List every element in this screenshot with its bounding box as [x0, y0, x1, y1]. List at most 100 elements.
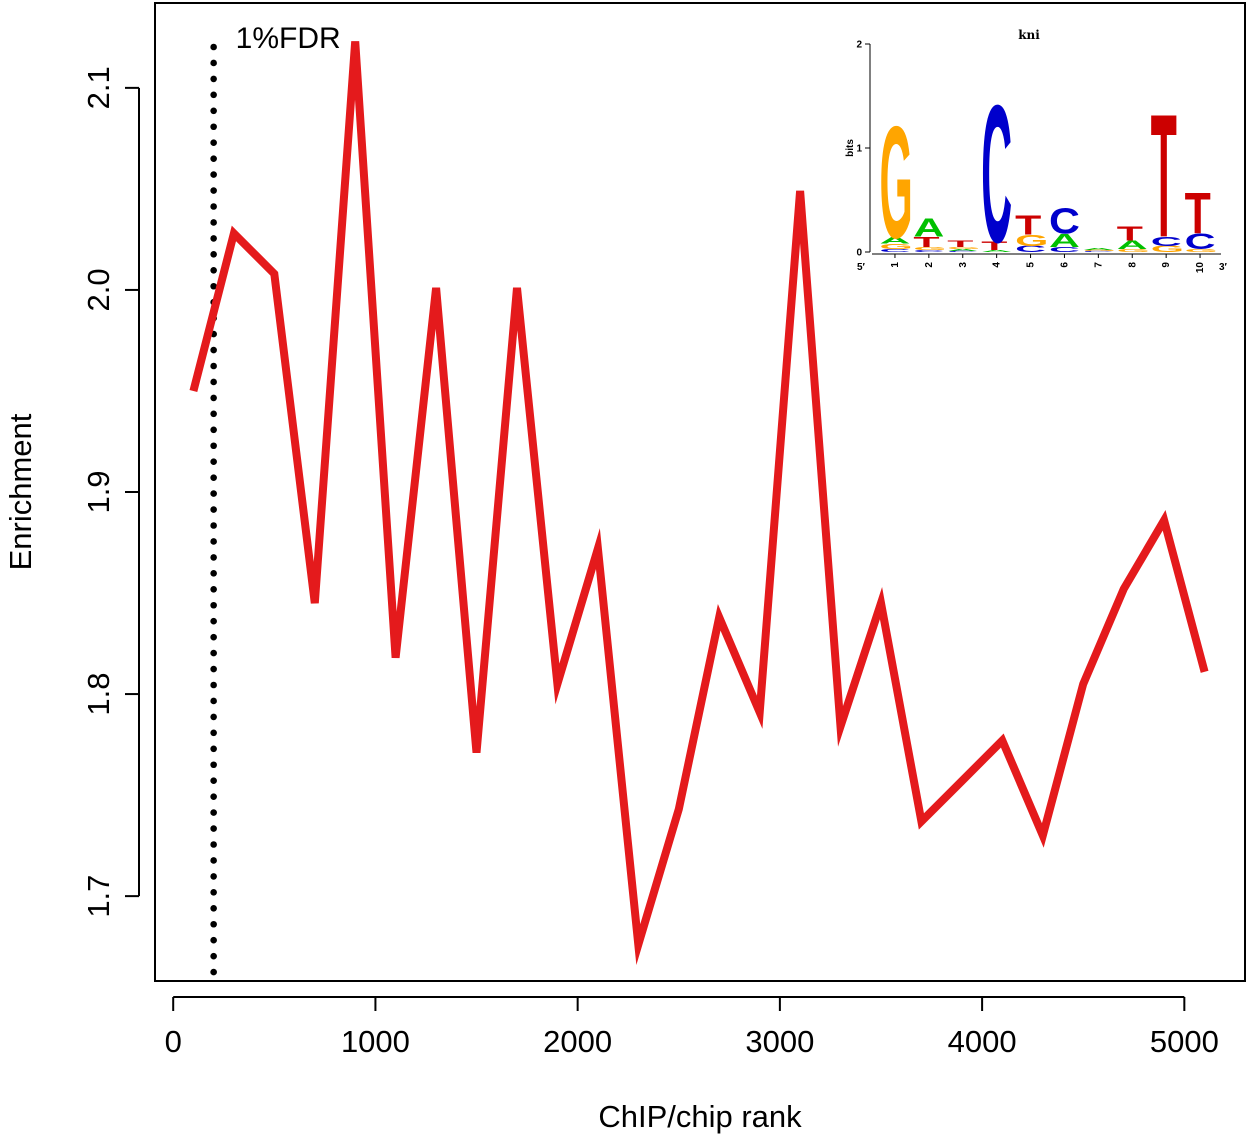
fdr-dot — [210, 793, 217, 800]
fdr-dot — [210, 107, 217, 115]
fdr-dot — [210, 506, 217, 513]
fdr-dot — [210, 952, 217, 960]
fdr-dot — [210, 203, 217, 210]
fdr-dot — [210, 777, 217, 784]
fdr-dot — [210, 920, 217, 928]
x-axis: 0 1000 2000 3000 4000 5000 — [165, 996, 1219, 1059]
logo-position-label: 3 — [958, 262, 969, 268]
fdr-dot — [210, 809, 217, 816]
fdr-dot — [210, 889, 217, 896]
logo-letter-a: A — [981, 250, 1012, 253]
logo-letter-g: G — [1117, 248, 1150, 253]
fdr-dot — [210, 362, 217, 370]
logo-letter-c: C — [1083, 251, 1114, 253]
series-group — [189, 41, 1209, 966]
fdr-dot — [210, 75, 217, 83]
fdr-dot — [210, 378, 217, 386]
fdr-dot — [210, 697, 217, 705]
logo-letter-c: C — [880, 248, 911, 253]
fdr-annotation: 1%FDR — [210, 22, 341, 976]
fdr-dot — [210, 761, 217, 769]
logo-letter-t: T — [1151, 78, 1177, 274]
fdr-dot — [210, 187, 217, 194]
logo-letter-c: C — [1049, 201, 1080, 241]
logo-letter-c: C — [913, 250, 944, 253]
logo-ylabel: bits — [845, 139, 856, 157]
fdr-dot — [210, 857, 217, 864]
fdr-dot — [210, 873, 217, 880]
logo-position-label: 10 — [1195, 262, 1206, 274]
logo-letter-c: C — [981, 66, 1012, 284]
logo-letter-c: C — [1015, 244, 1046, 254]
y-tick-label: 2.0 — [81, 268, 116, 311]
logo-letter-t: T — [1117, 223, 1144, 245]
logo-position-label: 9 — [1161, 262, 1172, 268]
logo-letter-a: A — [880, 236, 911, 246]
logo-3prime-label: 3′ — [1219, 262, 1228, 273]
fdr-dot — [210, 586, 217, 593]
logo-letter-t: T — [1015, 209, 1041, 240]
x-tick-label: 4000 — [948, 1024, 1017, 1059]
logo-letter-t: T — [981, 240, 1007, 253]
logo-position-label: 4 — [992, 262, 1003, 268]
logo-letter-g: G — [1015, 231, 1048, 249]
fdr-dot — [210, 267, 217, 274]
x-tick-label: 5000 — [1150, 1024, 1219, 1059]
logo-letter-g: G — [947, 246, 980, 249]
logo-letter-t: T — [913, 234, 940, 250]
fdr-dot — [210, 219, 217, 226]
fdr-dot — [210, 649, 217, 657]
fdr-dot — [210, 235, 217, 242]
fdr-dot — [210, 713, 217, 721]
fdr-dot — [210, 59, 217, 67]
x-tick-label: 1000 — [341, 1024, 410, 1059]
logo-position-label: 6 — [1059, 262, 1070, 268]
fdr-dot — [210, 490, 217, 497]
logo-letter-a: A — [913, 213, 944, 242]
fdr-dot — [210, 633, 217, 641]
y-axis-title: Enrichment — [3, 413, 38, 570]
fdr-dot — [210, 251, 217, 258]
logo-5prime-label: 5′ — [857, 262, 866, 273]
fdr-dot — [210, 538, 217, 545]
x-tick-label: 3000 — [745, 1024, 814, 1059]
logo-position-label: 5 — [1026, 262, 1037, 268]
logo-position-label: 7 — [1093, 262, 1104, 268]
fdr-dot — [210, 570, 217, 577]
logo-y-tick-label: 1 — [856, 144, 862, 155]
fdr-dot — [210, 617, 217, 625]
y-tick-label: 2.1 — [81, 66, 116, 109]
logo-letter-g: G — [913, 246, 946, 251]
y-axis: 1.7 1.8 1.9 2.0 2.1 — [81, 66, 140, 918]
logo-letter-a: A — [1049, 230, 1080, 251]
fdr-dot — [210, 155, 217, 162]
fdr-dot — [210, 745, 217, 753]
logo-y-tick-label: 0 — [856, 248, 862, 259]
fdr-dot — [210, 139, 217, 146]
logo-letter-c: C — [1151, 234, 1182, 249]
fdr-dot — [210, 936, 217, 944]
fdr-label: 1%FDR — [236, 22, 341, 55]
fdr-dot — [210, 825, 217, 832]
fdr-dot — [210, 442, 217, 450]
fdr-dot — [210, 426, 217, 434]
x-axis-title: ChIP/chip rank — [598, 1099, 802, 1134]
logo-letter-a: A — [1117, 239, 1148, 252]
logo-letter-a: A — [947, 248, 978, 251]
fdr-dot — [210, 123, 217, 131]
y-tick-label: 1.8 — [81, 673, 116, 716]
fdr-dot — [210, 43, 217, 51]
fdr-dot — [210, 91, 217, 99]
fdr-dot — [210, 681, 217, 689]
logo-title: kni — [1018, 28, 1040, 42]
fdr-dot — [210, 171, 217, 178]
logo-letter-t: T — [1185, 181, 1211, 246]
logo-position-label: 2 — [924, 262, 935, 268]
logo-letter-a: A — [1083, 247, 1114, 250]
logo-letter-g: G — [880, 242, 913, 250]
fdr-dot — [210, 474, 217, 481]
fdr-dot — [210, 554, 217, 561]
y-tick-label: 1.9 — [81, 470, 116, 513]
